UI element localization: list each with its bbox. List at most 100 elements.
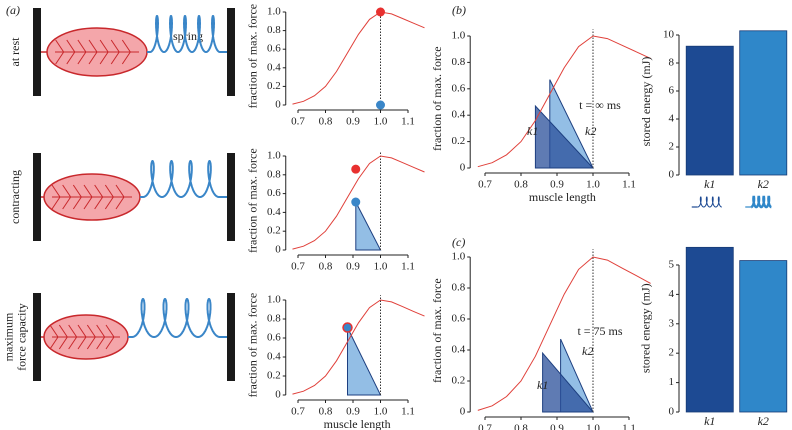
spring <box>149 15 221 53</box>
y-tick-label: 0.6 <box>451 82 465 94</box>
x-tick-label: 1.1 <box>401 406 415 418</box>
x-tick-label: k2 <box>758 177 769 191</box>
y-tick-label: 0.2 <box>267 225 281 237</box>
y-tick-label: 5 <box>669 259 675 271</box>
bar <box>685 45 734 176</box>
wall <box>33 153 41 241</box>
y-tick-label: 4 <box>669 113 675 125</box>
y-tick-label: 0.2 <box>451 375 465 387</box>
x-tick-label: 0.9 <box>346 261 360 273</box>
x-tick-label: 0.7 <box>478 423 492 430</box>
spring <box>143 160 219 198</box>
stored-energy-triangle <box>534 104 595 169</box>
state-point <box>351 197 361 207</box>
x-tick-label: k1 <box>704 414 715 428</box>
x-tick-label: 1.0 <box>586 179 600 191</box>
y-axis-label: fraction of max. force <box>246 4 260 109</box>
annotation: t = 75 ms <box>577 324 622 338</box>
y-tick-label: 1.0 <box>451 251 465 263</box>
force-length-curve <box>292 11 425 105</box>
muscle-fibres <box>55 39 139 65</box>
bar <box>739 30 788 176</box>
panel-label: (c) <box>452 235 465 249</box>
x-tick-label: 1.0 <box>586 423 600 430</box>
y-tick-label: 2 <box>669 347 675 359</box>
stored-energy-triangle <box>347 327 382 396</box>
y-axis-label: fraction of max. force <box>430 278 444 383</box>
wall <box>227 293 235 381</box>
y-tick-label: 0.4 <box>267 206 281 218</box>
x-tick-label: 0.8 <box>514 423 528 430</box>
state-label: force capacity <box>14 303 28 371</box>
x-tick-label: 0.7 <box>291 261 305 273</box>
muscle-fibres <box>49 324 120 350</box>
spring <box>750 195 772 209</box>
y-tick-label: 0.4 <box>451 109 465 121</box>
state-label: contracting <box>8 170 22 224</box>
state-label: maximum <box>1 312 15 361</box>
x-tick-label: 0.8 <box>319 406 333 418</box>
y-tick-label: 0.4 <box>267 351 281 363</box>
wall <box>227 8 235 96</box>
y-tick-label: 0 <box>460 162 466 174</box>
panel-label: (b) <box>452 3 466 17</box>
y-tick-label: 0.6 <box>451 313 465 325</box>
y-tick-label: 2 <box>669 141 675 153</box>
x-tick-label: 0.7 <box>291 116 305 128</box>
y-axis-label: fraction of max. force <box>430 46 444 151</box>
x-tick-label: 1.1 <box>622 179 636 191</box>
x-tick-label: 1.0 <box>374 116 388 128</box>
y-axis-label: stored energy (mJ) <box>639 57 653 147</box>
wall <box>227 153 235 241</box>
wall <box>33 293 41 381</box>
y-tick-label: 0 <box>275 99 281 111</box>
y-tick-label: 0.8 <box>267 168 281 180</box>
x-tick-label: 0.7 <box>478 179 492 191</box>
annotation: k1 <box>537 378 548 392</box>
y-tick-label: 0 <box>275 244 281 256</box>
x-tick-label: 0.9 <box>550 423 564 430</box>
y-tick-label: 0 <box>460 406 466 418</box>
y-tick-label: 0.6 <box>267 43 281 55</box>
annotation: k1 <box>527 124 538 138</box>
muscle-fibres <box>51 184 132 210</box>
y-tick-label: 0.8 <box>451 282 465 294</box>
y-tick-label: 3 <box>669 317 675 329</box>
annotation: k2 <box>582 344 593 358</box>
annotation: k2 <box>585 124 596 138</box>
stored-energy-triangle <box>542 351 595 413</box>
y-tick-label: 0.4 <box>451 344 465 356</box>
bar <box>739 260 788 413</box>
x-tick-label: k1 <box>704 177 715 191</box>
spring-label: spring <box>173 29 203 43</box>
y-axis-label: fraction of max. force <box>246 148 260 253</box>
x-tick-label: 0.9 <box>346 116 360 128</box>
y-tick-label: 0.4 <box>267 61 281 73</box>
y-tick-label: 1.0 <box>267 294 281 306</box>
x-tick-label: 1.0 <box>374 261 388 273</box>
state-point <box>376 100 385 110</box>
y-tick-label: 6 <box>669 85 675 97</box>
y-tick-label: 0.6 <box>267 332 281 344</box>
y-tick-label: 1.0 <box>451 30 465 42</box>
y-tick-label: 0.2 <box>267 80 281 92</box>
y-tick-label: 1 <box>669 376 675 388</box>
x-tick-label: 1.1 <box>622 423 636 430</box>
bar <box>685 246 734 413</box>
spring <box>132 298 220 338</box>
force-length-curve <box>477 35 651 168</box>
y-tick-label: 0.2 <box>267 370 281 382</box>
x-tick-label: 0.8 <box>319 116 333 128</box>
wall <box>33 8 41 96</box>
x-tick-label: 1.1 <box>401 116 415 128</box>
y-tick-label: 10 <box>663 29 675 41</box>
panel-label: (a) <box>6 3 20 17</box>
stored-energy-triangle <box>355 201 382 251</box>
y-tick-label: 0.2 <box>451 135 465 147</box>
y-tick-label: 4 <box>669 288 675 300</box>
y-tick-label: 8 <box>669 57 675 69</box>
y-axis-label: fraction of max. force <box>246 293 260 398</box>
x-tick-label: k2 <box>758 414 769 428</box>
x-tick-label: 0.8 <box>319 261 333 273</box>
